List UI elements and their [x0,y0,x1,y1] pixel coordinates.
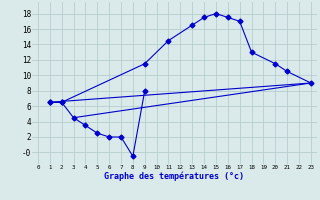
X-axis label: Graphe des températures (°c): Graphe des températures (°c) [104,171,244,181]
